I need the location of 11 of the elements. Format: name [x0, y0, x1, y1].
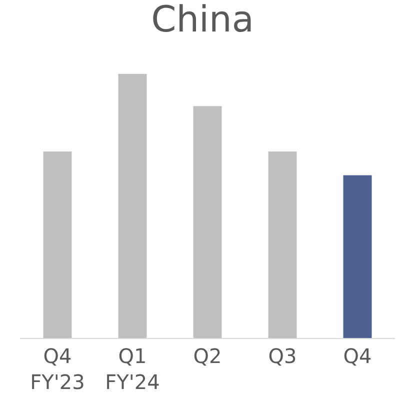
x-tick-label: Q2 [193, 344, 222, 368]
bar [43, 152, 72, 338]
bar [268, 152, 297, 338]
chart-title: China [151, 0, 254, 40]
x-tick-label: Q3 [268, 344, 297, 368]
bar [193, 106, 222, 338]
bar [343, 175, 372, 338]
x-tick-label: Q4 [343, 344, 372, 368]
x-tick-label: Q1 FY'24 [105, 344, 160, 394]
bar [118, 74, 147, 338]
x-tick-label: Q4 FY'23 [30, 344, 85, 394]
